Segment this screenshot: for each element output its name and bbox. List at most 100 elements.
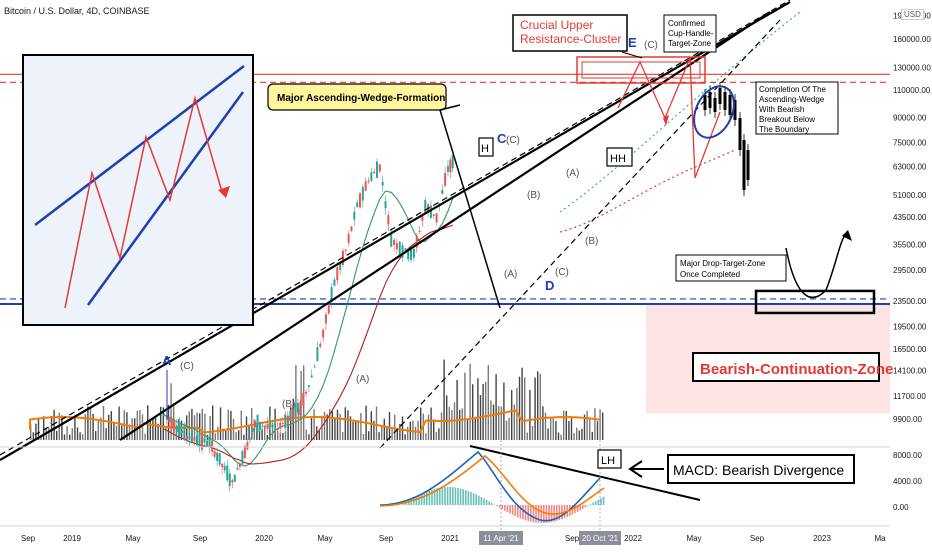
volume-bar xyxy=(521,368,522,440)
volume-bar xyxy=(415,427,416,440)
later-candle-body xyxy=(719,88,722,104)
volume-bar xyxy=(472,384,473,440)
time-tick-label: May xyxy=(686,534,701,543)
volume-bar xyxy=(246,416,247,440)
macd-label-text: MACD: Bearish Divergence xyxy=(673,462,844,478)
later-candle-body xyxy=(747,150,750,180)
macd-histogram-bar xyxy=(499,505,501,508)
candle-body xyxy=(234,475,236,482)
time-tick-label: May xyxy=(317,534,332,543)
volume-bar xyxy=(537,371,538,440)
candle-body xyxy=(282,423,284,424)
date-highlight-label-1: 11 Apr '21 xyxy=(483,534,519,543)
volume-bar xyxy=(295,365,296,440)
volume-bar xyxy=(568,421,569,440)
candle-body xyxy=(188,436,190,440)
volume-bar xyxy=(368,431,369,440)
macd-histogram-bar xyxy=(470,492,472,505)
volume-bar xyxy=(553,419,554,440)
price-tick-label: 160000.00 xyxy=(893,35,931,44)
candle-body xyxy=(376,162,378,178)
volume-bar xyxy=(347,410,348,440)
candle-body xyxy=(322,330,324,338)
time-tick-label: 2019 xyxy=(63,534,81,543)
candle-body xyxy=(231,480,233,482)
wave-label-pb-2: (B) xyxy=(527,190,540,201)
candle-body xyxy=(224,466,226,470)
candle-body xyxy=(249,438,251,439)
candle-body xyxy=(259,422,261,431)
volume-bar xyxy=(503,383,504,440)
candle-body xyxy=(356,202,358,207)
price-tick-label: 90000.00 xyxy=(893,114,927,123)
volume-bar xyxy=(594,408,595,440)
volume-bar xyxy=(428,415,429,440)
candle-body xyxy=(204,438,206,443)
volume-bar xyxy=(459,410,460,440)
candle-body xyxy=(239,464,241,467)
volume-bar xyxy=(137,411,138,440)
time-tick-label: May xyxy=(125,534,140,543)
candle-body xyxy=(214,451,216,457)
volume-bar xyxy=(116,426,117,440)
macd-histogram-bar xyxy=(582,505,584,509)
candle-body xyxy=(216,453,218,461)
volume-bar xyxy=(376,406,377,440)
volume-bar xyxy=(485,382,486,440)
volume-bar xyxy=(230,411,231,440)
candle-body xyxy=(173,422,175,430)
volume-bar xyxy=(511,390,512,440)
candle-body xyxy=(254,421,256,427)
candle-body xyxy=(211,440,213,451)
candle-body xyxy=(379,164,381,171)
candle-body xyxy=(236,468,238,469)
volume-bar xyxy=(506,421,507,440)
wave-label-pa-1: (A) xyxy=(356,374,369,385)
candle-body xyxy=(385,201,387,208)
candle-body xyxy=(419,231,421,232)
candle-body xyxy=(199,434,201,448)
macd-histogram-bar xyxy=(478,496,480,505)
candle-body xyxy=(183,425,185,440)
volume-bar xyxy=(215,433,216,440)
macd-histogram-bar xyxy=(442,487,444,505)
time-tick-label: 2022 xyxy=(624,534,642,543)
macd-histogram-bar xyxy=(512,505,514,515)
time-tick-label: 2020 xyxy=(255,534,273,543)
volume-bar xyxy=(438,428,439,440)
candle-body xyxy=(229,474,231,487)
volume-bar xyxy=(495,374,496,440)
macd-histogram-bar xyxy=(587,505,589,506)
volume-bar xyxy=(74,417,75,440)
price-tick-label: 43500.00 xyxy=(893,213,927,222)
macd-histogram-bar xyxy=(590,504,592,505)
candle-body xyxy=(433,214,435,216)
volume-bar xyxy=(342,432,343,440)
candle-body xyxy=(365,181,367,190)
volume-bar xyxy=(345,407,346,440)
volume-bar xyxy=(420,408,421,440)
resistance-cluster-box xyxy=(577,57,705,83)
volume-bar xyxy=(35,424,36,440)
candle-body xyxy=(399,242,401,256)
volume-bar xyxy=(436,432,437,440)
volume-bar xyxy=(571,417,572,440)
volume-bar xyxy=(334,418,335,440)
volume-bar xyxy=(152,418,153,440)
candle-body xyxy=(373,172,375,174)
volume-bar xyxy=(337,410,338,440)
volume-bar xyxy=(48,428,49,440)
candle-body xyxy=(274,424,276,427)
volume-bar xyxy=(446,395,447,440)
candle-body xyxy=(362,187,364,201)
time-tick-label: Sep xyxy=(750,534,765,543)
candle-body xyxy=(350,227,352,232)
candle-body xyxy=(402,245,404,258)
candle-body xyxy=(209,437,211,447)
volume-bar xyxy=(98,420,99,440)
macd-histogram-bar xyxy=(600,498,602,505)
candle-body xyxy=(178,424,180,436)
candle-body xyxy=(316,347,318,361)
macd-histogram-bar xyxy=(496,505,498,506)
